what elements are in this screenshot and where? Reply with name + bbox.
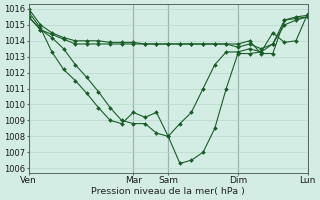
X-axis label: Pression niveau de la mer( hPa ): Pression niveau de la mer( hPa ) (91, 187, 245, 196)
